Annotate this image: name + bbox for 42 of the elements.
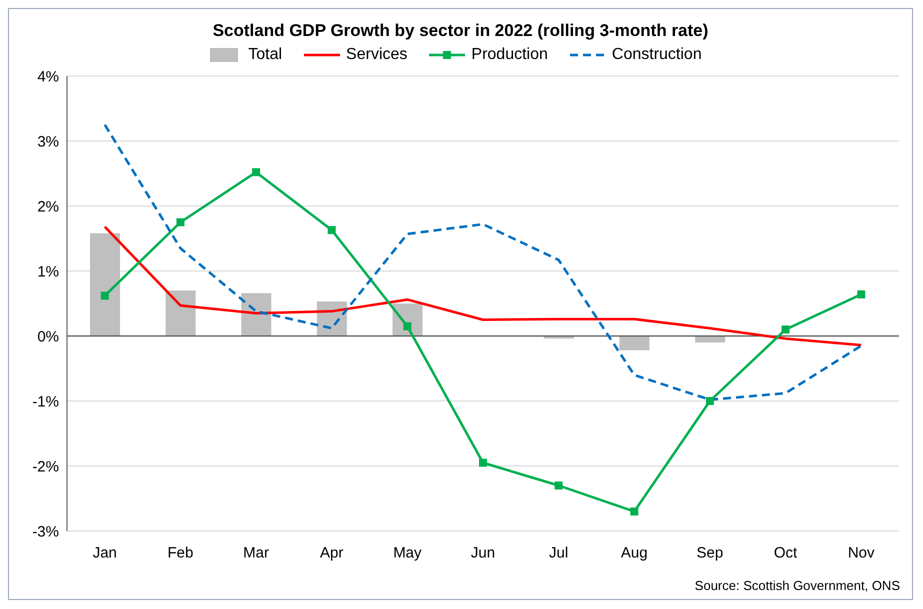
x-tick-label: May bbox=[393, 544, 422, 562]
x-tick-label: Aug bbox=[620, 544, 648, 562]
legend-label: Total bbox=[248, 46, 282, 64]
point bbox=[857, 290, 866, 298]
legend-label: Services bbox=[346, 46, 408, 64]
bar bbox=[241, 293, 272, 336]
point bbox=[630, 508, 638, 516]
x-tick-label: Nov bbox=[848, 544, 876, 562]
point bbox=[252, 168, 260, 176]
y-tick-label: 3% bbox=[37, 133, 59, 150]
x-tick-label: Apr bbox=[320, 544, 344, 562]
x-tick-label: Feb bbox=[168, 544, 194, 562]
y-tick-label: -1% bbox=[32, 393, 59, 410]
point bbox=[706, 397, 714, 405]
bar bbox=[90, 233, 120, 336]
point bbox=[782, 326, 790, 334]
legend-label: Production bbox=[471, 46, 548, 64]
point bbox=[403, 322, 412, 330]
legend-label: Construction bbox=[612, 46, 702, 64]
x-tick-label: Sep bbox=[696, 544, 724, 562]
line-series bbox=[104, 226, 862, 346]
x-tick-label: Jan bbox=[92, 544, 117, 562]
y-tick-label: 1% bbox=[37, 263, 59, 280]
y-tick-label: 2% bbox=[37, 198, 59, 216]
x-tick-label: Jun bbox=[470, 544, 496, 562]
point bbox=[176, 218, 184, 226]
point bbox=[479, 458, 487, 467]
y-tick-label: 0% bbox=[37, 328, 59, 346]
point bbox=[554, 482, 563, 490]
x-tick-label: Jul bbox=[549, 544, 568, 562]
bar bbox=[619, 336, 650, 350]
point bbox=[100, 292, 109, 300]
x-tick-label: Oct bbox=[774, 544, 798, 562]
y-tick-label: -2% bbox=[32, 458, 59, 476]
y-tick-label: 4% bbox=[37, 68, 59, 86]
source-note: Source: Scottish Government, ONS bbox=[694, 578, 900, 593]
point bbox=[328, 226, 336, 234]
bar bbox=[695, 336, 726, 342]
y-tick-label: -3% bbox=[32, 523, 59, 540]
bar bbox=[166, 290, 196, 336]
chart-title: Scotland GDP Growth by sector in 2022 (rolling 3-month rate) bbox=[212, 21, 710, 41]
x-tick-label: Mar bbox=[243, 544, 270, 562]
